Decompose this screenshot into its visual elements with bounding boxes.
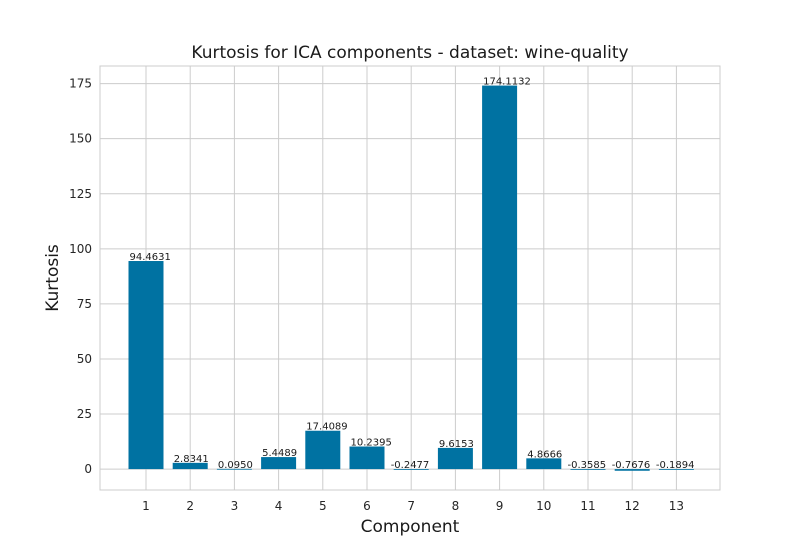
bar	[172, 462, 208, 470]
bar	[614, 469, 650, 471]
chart-title: Kurtosis for ICA components - dataset: w…	[191, 43, 628, 63]
x-tick-label: 10	[536, 499, 551, 513]
x-tick-label: 5	[319, 499, 327, 513]
y-tick-label: 150	[69, 132, 92, 146]
x-tick-label: 4	[275, 499, 283, 513]
bar-value-label: 94.4631	[130, 252, 171, 263]
x-tick-label: 8	[452, 499, 460, 513]
x-tick-label: 1	[142, 499, 150, 513]
bars	[128, 85, 694, 471]
bar	[658, 469, 694, 470]
bar	[393, 469, 429, 470]
data-labels: 94.4631 2.8341 0.0950 5.4489 17.4089 10.2395 -…	[130, 77, 695, 472]
x-axis-ticks: 1 2 3 4 5 6 7 8 9 10 11 12 13	[142, 499, 684, 513]
bar	[570, 469, 606, 470]
x-tick-label: 2	[186, 499, 194, 513]
x-tick-label: 13	[669, 499, 684, 513]
bar-value-label: 4.8666	[527, 449, 562, 460]
y-tick-label: 100	[69, 242, 92, 256]
bar	[128, 261, 164, 470]
y-tick-label: 175	[69, 77, 92, 91]
bar	[305, 430, 341, 470]
bar-value-label: 174.1132	[483, 77, 531, 88]
x-tick-label: 7	[407, 499, 415, 513]
bar	[482, 85, 518, 470]
y-tick-label: 0	[84, 462, 92, 476]
y-tick-label: 125	[69, 187, 92, 201]
bar	[261, 457, 297, 470]
bar-value-label: -0.2477	[391, 460, 430, 471]
y-tick-label: 75	[77, 297, 92, 311]
bar-value-label: 9.6153	[439, 439, 474, 450]
y-tick-label: 50	[77, 352, 92, 366]
bar-value-label: 2.8341	[174, 454, 209, 465]
y-axis-ticks: 0 25 50 75 100 125 150 175	[69, 77, 92, 476]
x-tick-label: 6	[363, 499, 371, 513]
bar	[437, 447, 473, 470]
y-axis-label: Kurtosis	[43, 244, 63, 312]
bar	[349, 446, 385, 470]
x-tick-label: 3	[231, 499, 239, 513]
bar-value-label: -0.3585	[568, 460, 607, 471]
bar	[526, 458, 562, 470]
x-axis-label: Component	[361, 517, 460, 537]
bar-value-label: -0.1894	[656, 460, 695, 471]
x-tick-label: 9	[496, 499, 504, 513]
bar-value-label: 0.0950	[218, 460, 253, 471]
grid-lines	[100, 66, 720, 490]
y-tick-label: 25	[77, 407, 92, 421]
plot-frame	[99, 65, 721, 491]
bar-value-label: 5.4489	[262, 448, 297, 459]
bar	[216, 468, 252, 470]
bar-value-label: 10.2395	[351, 438, 392, 449]
x-tick-label: 12	[625, 499, 640, 513]
bar-value-label: -0.7676	[612, 460, 651, 471]
bar-value-label: 17.4089	[306, 422, 347, 433]
x-tick-label: 11	[580, 499, 595, 513]
